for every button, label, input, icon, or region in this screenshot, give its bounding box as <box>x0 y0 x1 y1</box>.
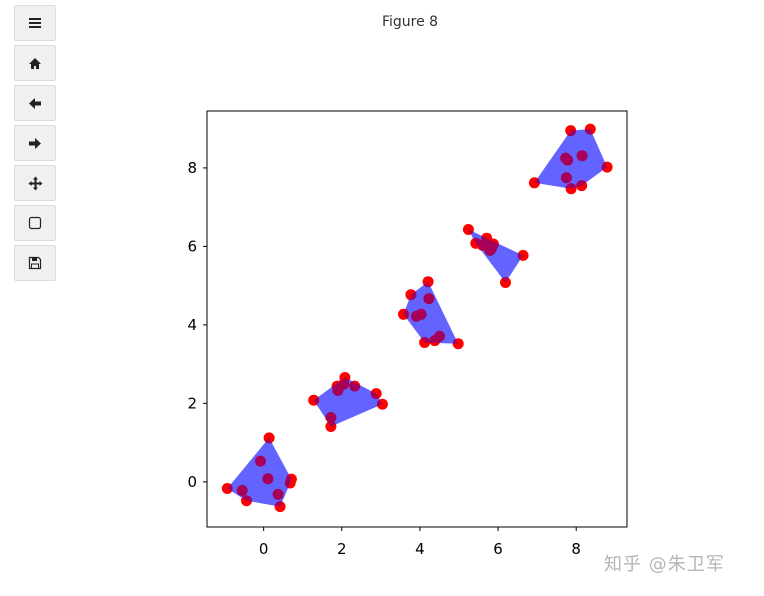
pan-button[interactable] <box>14 165 56 201</box>
data-point-1-9 <box>325 421 337 432</box>
data-point-3-7 <box>485 243 497 255</box>
y-tick-label: 2 <box>187 394 197 412</box>
y-tick-label: 4 <box>187 316 197 334</box>
save-button[interactable] <box>14 245 56 281</box>
data-point-2-5 <box>415 308 427 320</box>
x-tick-label: 2 <box>337 540 347 558</box>
data-point-3-8 <box>500 277 511 288</box>
zoom-button[interactable] <box>14 205 56 241</box>
data-point-2-1 <box>405 289 417 301</box>
data-point-4-5 <box>601 161 613 173</box>
data-point-0-0 <box>221 483 233 494</box>
data-point-4-6 <box>560 172 572 184</box>
home-button[interactable] <box>14 45 56 81</box>
figure-title: Figure 8 <box>381 14 439 30</box>
data-point-2-0 <box>422 276 434 288</box>
data-point-0-2 <box>255 455 266 467</box>
save-icon <box>28 256 42 270</box>
data-point-0-6 <box>272 488 284 500</box>
data-point-4-0 <box>565 125 577 137</box>
data-point-2-9 <box>452 338 464 350</box>
data-point-1-4 <box>349 380 361 392</box>
x-tick-label: 0 <box>259 540 269 558</box>
zoom-rect-icon <box>28 216 42 230</box>
y-tick-label: 6 <box>187 237 197 255</box>
toolbar <box>14 5 56 285</box>
data-point-2-3 <box>398 308 409 320</box>
move-icon <box>28 176 42 190</box>
data-point-4-3 <box>562 154 574 166</box>
cluster-hull-overlay-2 <box>403 281 459 344</box>
cluster-hull-overlay-1 <box>313 377 383 427</box>
arrow-left-icon <box>29 97 41 109</box>
x-tick-label: 8 <box>571 540 581 558</box>
data-point-0-1 <box>263 432 275 444</box>
data-point-1-7 <box>376 398 388 410</box>
cluster-hull-overlay-3 <box>468 229 524 283</box>
y-tick-label: 8 <box>187 159 197 177</box>
data-point-1-5 <box>332 384 344 396</box>
data-point-0-5 <box>284 477 296 489</box>
cluster-hull-overlay-4 <box>534 129 608 189</box>
data-point-4-4 <box>576 150 588 162</box>
x-tick-label: 6 <box>493 540 503 558</box>
data-point-4-8 <box>576 180 588 192</box>
data-point-0-8 <box>241 495 252 507</box>
data-point-4-9 <box>528 177 540 189</box>
cluster-hull-overlay-0 <box>227 437 292 507</box>
data-point-0-3 <box>262 473 274 485</box>
axes-frame <box>206 110 628 528</box>
hamburger-icon <box>29 18 41 28</box>
data-point-3-0 <box>462 224 474 235</box>
data-point-2-2 <box>423 293 435 305</box>
menu-button[interactable] <box>14 5 56 41</box>
y-tick-label: 0 <box>187 473 197 491</box>
cluster-hull-2 <box>403 281 459 344</box>
data-point-4-1 <box>584 123 596 135</box>
data-point-2-6 <box>419 337 431 348</box>
data-point-3-9 <box>517 249 529 261</box>
arrow-right-icon <box>29 137 41 149</box>
data-point-0-7 <box>236 485 248 496</box>
x-tick-label: 4 <box>415 540 425 558</box>
forward-button[interactable] <box>14 125 56 161</box>
data-point-1-0 <box>308 394 320 406</box>
data-point-1-8 <box>325 412 337 423</box>
home-icon <box>29 57 41 69</box>
back-button[interactable] <box>14 85 56 121</box>
data-point-2-8 <box>434 330 445 342</box>
data-point-1-6 <box>370 388 382 400</box>
watermark: 知乎 @朱卫军 <box>604 554 725 575</box>
data-point-4-7 <box>565 183 577 195</box>
data-point-0-9 <box>274 501 286 513</box>
